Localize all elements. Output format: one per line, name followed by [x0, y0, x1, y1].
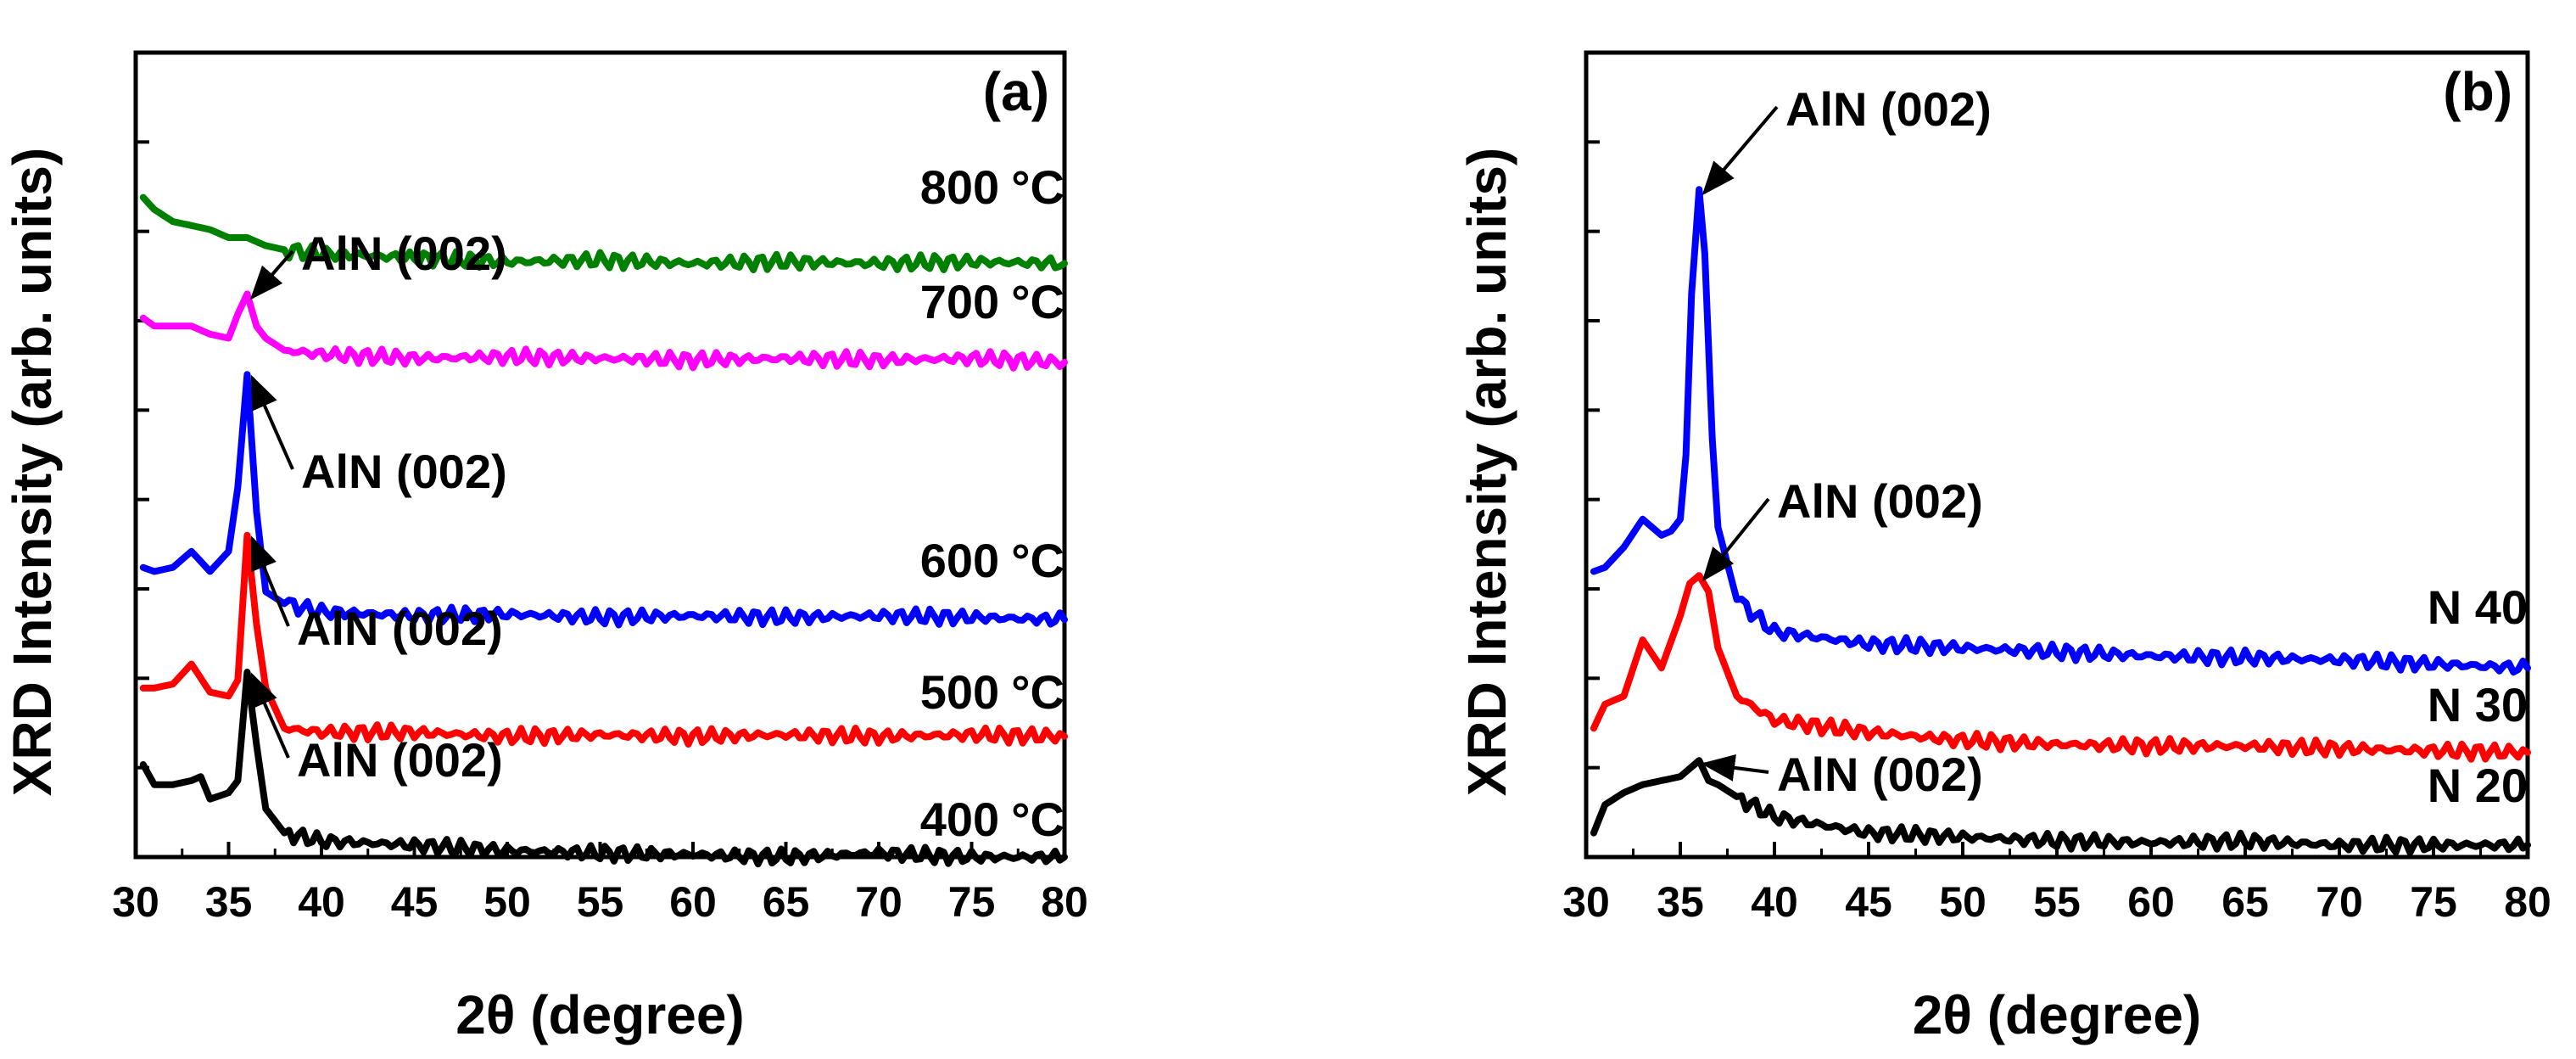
x-tick-label: 65 — [763, 878, 810, 926]
x-tick-label: 60 — [669, 878, 717, 926]
x-tick-label: 50 — [483, 878, 531, 926]
x-tick-label: 80 — [1041, 878, 1088, 926]
peak-annotation: AlN (002) — [1777, 474, 1983, 528]
series-label: 800 °C — [920, 160, 1064, 214]
peak-annotation: AlN (002) — [1777, 748, 1983, 801]
x-tick-label: 50 — [1939, 878, 1986, 926]
x-tick-label: 60 — [2127, 878, 2175, 926]
x-tick-label: 75 — [948, 878, 996, 926]
panel-label: (b) — [2443, 61, 2512, 122]
peak-annotation: AlN (002) — [297, 733, 503, 787]
x-tick-label: 45 — [1845, 878, 1892, 926]
x-tick-label: 80 — [2504, 878, 2551, 926]
panel-b: 30 35 40 45 50 55 60 65 70 75 80 2θ (degree) XRD Int… — [1456, 50, 2551, 1045]
x-tick-label: 40 — [298, 878, 345, 926]
x-tick-label: 55 — [577, 878, 624, 926]
x-axis-title: 2θ (degree) — [455, 984, 744, 1045]
series-label: 400 °C — [920, 793, 1064, 846]
series-line-600-c — [139, 371, 1068, 629]
x-tick-label: 35 — [205, 878, 253, 926]
x-tick-label: 30 — [1562, 878, 1610, 926]
annotation-arrow — [1702, 497, 1770, 582]
x-tick-label: 75 — [2410, 878, 2457, 926]
panel-label: (a) — [983, 61, 1049, 122]
plot-frame — [1584, 50, 2530, 860]
series-label: N 40 — [2428, 580, 2528, 634]
x-tick-label: 70 — [855, 878, 902, 926]
x-tick-label: 40 — [1751, 878, 1798, 926]
annotation-arrow — [250, 535, 290, 627]
series-label: 600 °C — [920, 534, 1064, 587]
annotation-arrow — [1702, 105, 1779, 196]
peak-annotation: AlN (002) — [1785, 82, 1992, 136]
series-line-n-20 — [1590, 757, 2531, 856]
panel-a: 30 35 40 45 50 55 60 65 70 75 80 2θ (degree) XRD Int… — [2, 50, 1088, 1045]
series-line-n-40 — [1590, 186, 2531, 676]
y-axis-title: XRD Intensity (arb. units) — [1456, 148, 1517, 797]
annotation-arrow — [250, 672, 290, 759]
series-line-800-c — [139, 193, 1068, 273]
peak-annotation: AlN (002) — [297, 602, 503, 655]
peak-annotation: AlN (002) — [301, 445, 507, 498]
annotation-arrow — [250, 374, 294, 470]
peak-annotation: AlN (002) — [301, 227, 507, 280]
series-line-700-c — [139, 290, 1068, 372]
annotation-arrow — [249, 249, 294, 300]
series-line-n-30 — [1590, 572, 2531, 763]
x-tick-label: 45 — [391, 878, 439, 926]
series-line-400-c — [139, 669, 1068, 868]
annotation-arrow — [1701, 754, 1769, 782]
series-label: N 20 — [2428, 759, 2528, 812]
series-label: 700 °C — [920, 275, 1064, 328]
x-tick-label: 70 — [2316, 878, 2363, 926]
series-line-500-c — [139, 531, 1068, 748]
y-axis-title: XRD Intensity (arb. units) — [2, 148, 63, 797]
x-tick-label: 55 — [2033, 878, 2081, 926]
x-tick-label: 30 — [112, 878, 159, 926]
x-axis-title: 2θ (degree) — [1913, 984, 2201, 1045]
series-label: N 30 — [2428, 678, 2528, 731]
x-tick-label: 35 — [1657, 878, 1704, 926]
series-label: 500 °C — [920, 665, 1064, 719]
x-tick-label: 65 — [2221, 878, 2269, 926]
